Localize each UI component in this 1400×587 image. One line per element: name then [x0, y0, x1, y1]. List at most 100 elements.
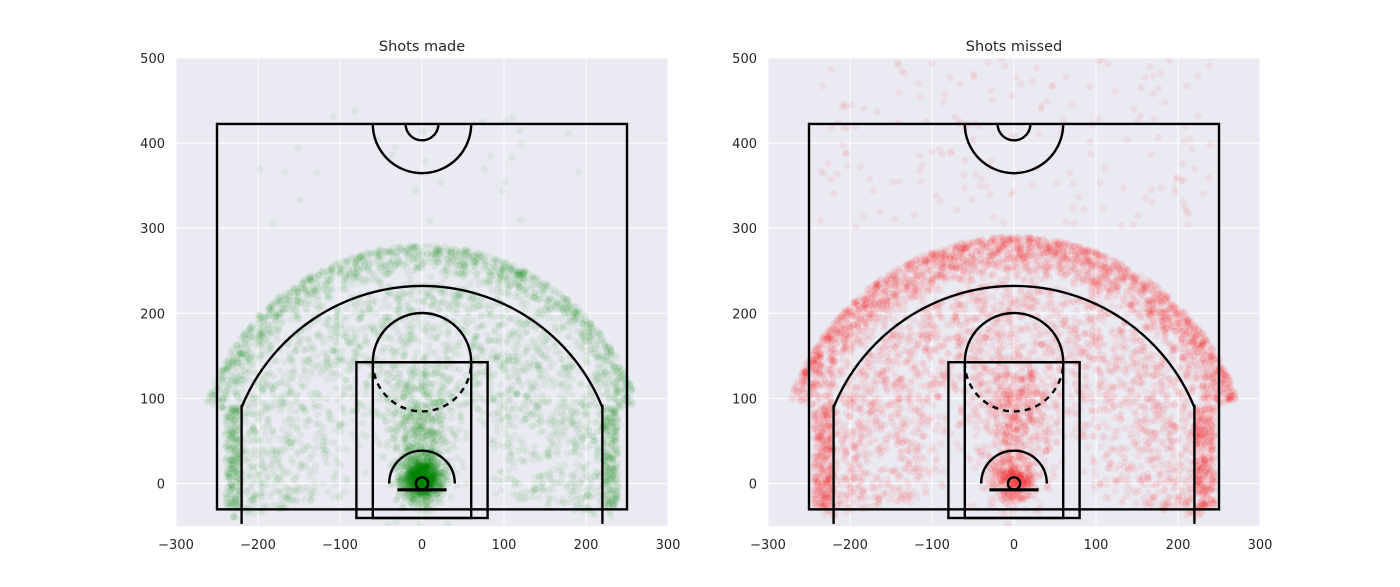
shot-point	[408, 477, 416, 485]
shot-point	[405, 466, 413, 474]
shot-point	[463, 429, 471, 437]
shot-point	[429, 482, 437, 490]
shot-point	[431, 463, 440, 471]
shot-point	[546, 363, 554, 371]
shot-point	[408, 475, 416, 483]
shot-point	[438, 480, 446, 488]
shot-point	[326, 369, 334, 377]
shot-point	[544, 452, 553, 460]
shot-point	[409, 500, 418, 508]
shot-point	[440, 463, 448, 471]
shot-point	[431, 471, 440, 479]
shot-point	[404, 467, 412, 475]
shot-point	[597, 331, 605, 339]
shot-point	[510, 463, 518, 471]
shot-point	[552, 301, 560, 309]
shot-point	[414, 469, 423, 477]
shot-point	[276, 367, 284, 375]
shot-point	[305, 358, 313, 366]
shot-point	[427, 473, 435, 481]
shot-point	[557, 478, 565, 486]
shot-point	[296, 339, 304, 347]
shot-point	[536, 455, 544, 463]
shot-point	[394, 477, 402, 485]
shot-point	[535, 473, 543, 481]
shot-point	[372, 309, 380, 317]
shot-point	[416, 469, 424, 477]
shot-point	[403, 494, 411, 502]
shot-point	[411, 455, 419, 463]
shot-point	[266, 381, 274, 389]
shot-point	[628, 400, 637, 408]
shot-point	[474, 370, 482, 379]
shot-point	[315, 296, 323, 305]
shot-point	[428, 469, 436, 477]
shot-point	[297, 431, 305, 439]
shot-point	[414, 466, 422, 474]
shot-point	[272, 358, 280, 366]
shot-point	[409, 475, 417, 483]
shot-point	[323, 488, 332, 496]
shot-point	[438, 383, 446, 391]
shot-point	[490, 395, 498, 403]
shot-point	[408, 472, 416, 481]
shot-point	[407, 477, 415, 485]
shot-point	[416, 469, 424, 477]
shot-point	[386, 425, 394, 433]
shot-point	[428, 464, 436, 472]
shot-point	[463, 329, 472, 337]
shot-point	[412, 462, 420, 470]
shot-point	[601, 367, 609, 375]
shot-point	[332, 473, 340, 481]
shot-point	[529, 422, 537, 430]
shot-point	[428, 464, 436, 472]
shot-point	[418, 458, 427, 466]
shot-point	[412, 470, 420, 478]
shot-point	[473, 258, 481, 266]
shot-point	[289, 459, 297, 467]
shot-point	[419, 469, 427, 477]
shot-point	[423, 456, 431, 464]
shot-point	[404, 482, 412, 490]
shot-point	[396, 481, 405, 489]
shot-point	[270, 450, 278, 459]
shot-point	[387, 261, 395, 269]
shot-point	[474, 405, 482, 413]
shot-point	[432, 491, 441, 499]
shot-point	[313, 390, 321, 398]
shot-point	[293, 391, 301, 399]
shot-point	[261, 371, 269, 379]
shot-point	[415, 467, 423, 476]
shot-point	[412, 466, 420, 474]
shot-point	[428, 480, 436, 488]
shot-point	[390, 443, 398, 452]
shot-point	[373, 322, 382, 330]
shot-point	[346, 385, 354, 393]
shot-point	[446, 377, 454, 385]
shot-point	[506, 314, 514, 322]
shot-point	[310, 444, 319, 453]
shot-point	[505, 291, 513, 299]
shot-point	[408, 480, 416, 488]
shot-point	[395, 302, 403, 310]
shot-point	[246, 360, 254, 369]
shot-point	[427, 482, 435, 490]
shot-point	[429, 470, 437, 478]
shot-point	[429, 458, 438, 466]
shot-point	[535, 494, 543, 502]
shot-point	[401, 463, 409, 471]
shot-point	[418, 477, 426, 485]
shot-point	[417, 470, 425, 478]
shot-point	[548, 430, 557, 438]
shot-point	[498, 312, 506, 320]
shot-point	[434, 475, 442, 483]
shot-point	[419, 461, 427, 469]
shot-point	[276, 400, 284, 408]
shot-point	[419, 387, 427, 395]
shot-point	[425, 470, 433, 478]
shot-point	[390, 434, 398, 442]
shot-point	[326, 266, 334, 274]
shot-point	[342, 329, 350, 337]
shot-point	[423, 502, 431, 510]
shot-point	[415, 460, 423, 468]
